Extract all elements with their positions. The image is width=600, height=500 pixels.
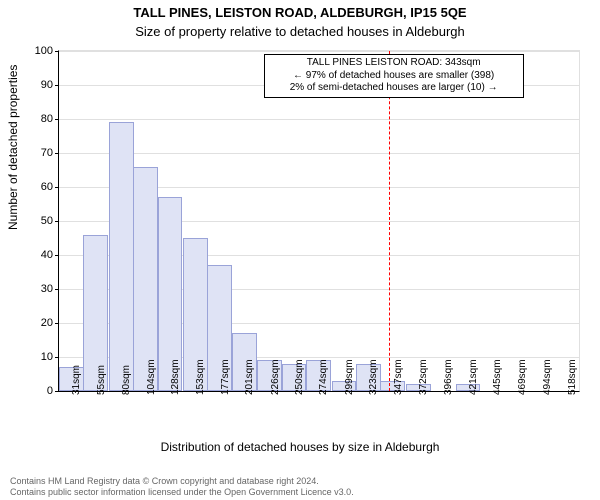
y-tick (55, 391, 59, 392)
y-tick-label: 70 (23, 147, 53, 159)
annotation-line: ← 97% of detached houses are smaller (39… (269, 70, 519, 83)
x-tick-label: 226sqm (270, 359, 281, 395)
y-tick-label: 10 (23, 351, 53, 363)
page-subtitle: Size of property relative to detached ho… (0, 24, 600, 39)
y-tick-label: 90 (23, 79, 53, 91)
x-tick-label: 518sqm (567, 359, 578, 395)
y-axis-label: Number of detached properties (6, 65, 20, 230)
x-axis-label: Distribution of detached houses by size … (0, 440, 600, 454)
y-tick-label: 0 (23, 385, 53, 397)
histogram-bar (109, 122, 134, 391)
y-tick (55, 289, 59, 290)
x-tick-label: 80sqm (121, 365, 132, 395)
annotation-line: TALL PINES LEISTON ROAD: 343sqm (269, 57, 519, 70)
x-tick-label: 372sqm (418, 359, 429, 395)
y-tick-label: 40 (23, 249, 53, 261)
x-tick-label: 469sqm (517, 359, 528, 395)
gridline (59, 153, 579, 154)
x-tick-label: 250sqm (294, 359, 305, 395)
x-tick-label: 396sqm (443, 359, 454, 395)
x-tick-label: 299sqm (344, 359, 355, 395)
x-tick-label: 201sqm (244, 359, 255, 395)
y-tick-label: 30 (23, 283, 53, 295)
x-tick-label: 421sqm (468, 359, 479, 395)
x-tick-label: 31sqm (71, 365, 82, 395)
y-tick (55, 187, 59, 188)
x-tick-label: 177sqm (220, 359, 231, 395)
page-title: TALL PINES, LEISTON ROAD, ALDEBURGH, IP1… (0, 5, 600, 20)
y-tick (55, 323, 59, 324)
y-tick-label: 60 (23, 181, 53, 193)
x-tick-label: 445sqm (492, 359, 503, 395)
x-tick-label: 104sqm (146, 359, 157, 395)
y-tick-label: 50 (23, 215, 53, 227)
x-tick-label: 55sqm (96, 365, 107, 395)
x-tick-label: 494sqm (542, 359, 553, 395)
footer-line-1: Contains HM Land Registry data © Crown c… (10, 476, 354, 487)
y-tick (55, 357, 59, 358)
reference-line (389, 51, 390, 391)
y-tick (55, 153, 59, 154)
y-tick (55, 221, 59, 222)
annotation-box: TALL PINES LEISTON ROAD: 343sqm← 97% of … (264, 54, 524, 98)
footer-line-2: Contains public sector information licen… (10, 487, 354, 498)
y-tick (55, 85, 59, 86)
gridline (59, 51, 579, 52)
footer-attribution: Contains HM Land Registry data © Crown c… (10, 476, 354, 498)
x-tick-label: 323sqm (368, 359, 379, 395)
annotation-line: 2% of semi-detached houses are larger (1… (269, 82, 519, 95)
x-tick-label: 347sqm (393, 359, 404, 395)
x-tick-label: 128sqm (170, 359, 181, 395)
y-tick (55, 255, 59, 256)
y-tick (55, 51, 59, 52)
x-tick-label: 274sqm (318, 359, 329, 395)
y-tick-label: 20 (23, 317, 53, 329)
histogram-bar (133, 167, 158, 391)
y-tick-label: 100 (23, 45, 53, 57)
y-tick (55, 119, 59, 120)
x-tick-label: 153sqm (195, 359, 206, 395)
histogram-plot: 010203040506070809010031sqm55sqm80sqm104… (58, 50, 580, 392)
gridline (59, 119, 579, 120)
y-tick-label: 80 (23, 113, 53, 125)
